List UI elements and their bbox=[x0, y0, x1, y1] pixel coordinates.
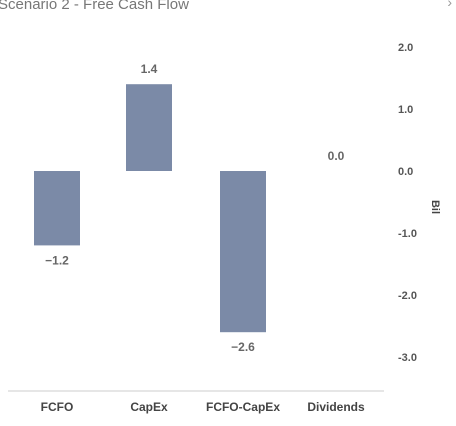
data-label-fcfo: −1.2 bbox=[45, 253, 69, 267]
y-tick-label: -2.0 bbox=[398, 290, 417, 302]
chart-title: Scenario 2 - Free Cash Flow bbox=[0, 0, 189, 13]
bar-capex[interactable] bbox=[126, 84, 172, 171]
corner-chevron-icon[interactable]: › bbox=[447, 0, 452, 10]
data-label-fcfo-capex: −2.6 bbox=[231, 340, 255, 354]
data-label-dividends: 0.0 bbox=[328, 149, 345, 163]
category-label-dividends: Dividends bbox=[307, 400, 365, 414]
category-label-capex: CapEx bbox=[130, 400, 168, 414]
y-tick-label: 2.0 bbox=[398, 42, 413, 54]
data-label-capex: 1.4 bbox=[141, 62, 158, 76]
category-label-fcfo-capex: FCFO-CapEx bbox=[206, 400, 280, 414]
y-ticks-group: 2.0 1.0 0.0 -1.0 -2.0 -3.0 bbox=[398, 42, 417, 364]
y-axis-unit-label: Bil bbox=[429, 200, 441, 214]
x-categories-group: FCFO CapEx FCFO-CapEx Dividends bbox=[41, 400, 365, 414]
y-tick-label: -3.0 bbox=[398, 352, 417, 364]
bar-fcfo-capex[interactable] bbox=[220, 171, 266, 333]
bar-fcfo[interactable] bbox=[34, 171, 80, 246]
y-tick-label: 1.0 bbox=[398, 104, 413, 116]
category-label-fcfo: FCFO bbox=[41, 400, 74, 414]
data-labels-group: −1.2 1.4 −2.6 0.0 bbox=[45, 62, 345, 354]
y-tick-label: -1.0 bbox=[398, 228, 417, 240]
y-tick-label: 0.0 bbox=[398, 166, 413, 178]
bars-group bbox=[34, 84, 266, 333]
